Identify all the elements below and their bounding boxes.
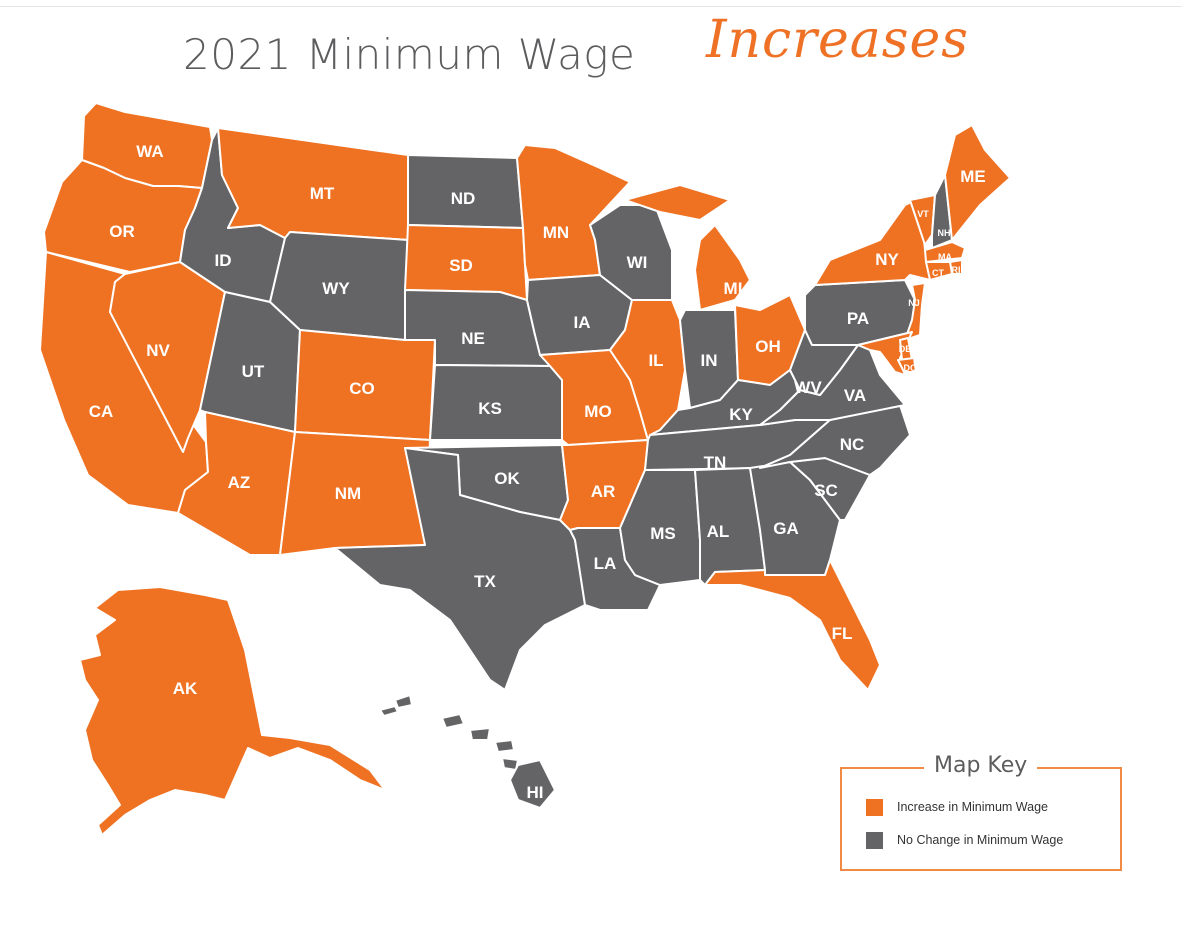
top-divider xyxy=(0,6,1182,7)
state-label-dc: DC xyxy=(904,363,917,373)
state-label-oh: OH xyxy=(755,337,781,356)
state-label-ut: UT xyxy=(242,362,265,381)
state-label-wi: WI xyxy=(627,253,648,272)
state-label-ak: AK xyxy=(173,679,198,698)
state-label-ga: GA xyxy=(773,519,799,538)
state-HI xyxy=(379,694,556,809)
state-label-ct: CT xyxy=(932,268,944,278)
state-CT xyxy=(925,261,953,281)
state-label-wy: WY xyxy=(322,279,350,298)
map-title: 2021 Minimum Wage Increases xyxy=(0,8,1182,88)
state-label-sd: SD xyxy=(449,256,473,275)
state-label-mi: MI xyxy=(724,279,743,298)
state-label-va: VA xyxy=(844,386,866,405)
legend-item-no-change: No Change in Minimum Wage xyxy=(866,830,1063,850)
state-NJ xyxy=(904,282,926,341)
state-label-or: OR xyxy=(109,222,135,241)
state-label-wv: WV xyxy=(794,378,822,397)
state-label-nd: ND xyxy=(451,189,476,208)
state-label-wa: WA xyxy=(136,142,163,161)
legend-label-increase: Increase in Minimum Wage xyxy=(897,800,1048,814)
state-label-ar: AR xyxy=(591,482,616,501)
map-key: Map Key Increase in Minimum Wage No Chan… xyxy=(840,753,1122,871)
state-label-ne: NE xyxy=(461,329,485,348)
state-label-id: ID xyxy=(215,251,232,270)
state-DC xyxy=(897,357,917,373)
state-MA xyxy=(924,241,966,263)
state-label-ny: NY xyxy=(875,250,899,269)
state-TX xyxy=(334,447,586,691)
state-label-nm: NM xyxy=(335,484,361,503)
map-key-title: Map Key xyxy=(924,753,1038,778)
state-label-nj: NJ xyxy=(908,298,920,308)
state-label-in: IN xyxy=(701,351,718,370)
legend-item-increase: Increase in Minimum Wage xyxy=(866,797,1048,817)
state-label-mt: MT xyxy=(310,184,335,203)
state-label-il: IL xyxy=(648,351,663,370)
state-label-ks: KS xyxy=(478,399,502,418)
title-accent: Increases xyxy=(706,10,969,70)
state-label-fl: FL xyxy=(832,624,853,643)
state-MD xyxy=(857,331,913,376)
state-label-al: AL xyxy=(707,522,730,541)
state-label-ri: RI xyxy=(952,265,961,275)
state-label-ky: KY xyxy=(729,405,753,424)
state-FL xyxy=(704,559,881,691)
state-label-la: LA xyxy=(594,554,617,573)
state-label-vt: VT xyxy=(917,209,929,219)
state-label-tx: TX xyxy=(474,572,496,591)
legend-swatch-increase xyxy=(866,798,883,816)
state-label-ca: CA xyxy=(89,402,114,421)
state-label-az: AZ xyxy=(228,473,251,492)
state-label-sc: SC xyxy=(814,481,838,500)
state-MS xyxy=(619,469,701,586)
state-label-nh: NH xyxy=(938,228,951,238)
state-label-nc: NC xyxy=(840,435,865,454)
state-label-co: CO xyxy=(349,379,375,398)
state-label-me: ME xyxy=(960,167,986,186)
legend-swatch-no-change xyxy=(866,831,883,849)
state-ME xyxy=(944,124,1011,241)
state-label-hi: HI xyxy=(527,783,544,802)
state-label-ma: MA xyxy=(938,252,952,262)
state-label-tn: TN xyxy=(704,453,727,472)
state-label-de: DE xyxy=(899,344,912,354)
state-label-mn: MN xyxy=(543,223,569,242)
state-label-nv: NV xyxy=(146,341,170,360)
state-label-mo: MO xyxy=(584,402,611,421)
state-labels: WA OR CA NV ID MT WY UT AZ CO NM ND SD NE KS OK TX MN IA MO… xyxy=(89,142,986,802)
state-NC xyxy=(759,404,911,476)
legend-label-no-change: No Change in Minimum Wage xyxy=(897,833,1064,847)
state-label-ia: IA xyxy=(574,313,591,332)
state-AK xyxy=(79,586,386,836)
title-main: 2021 Minimum Wage xyxy=(183,30,636,79)
state-label-pa: PA xyxy=(847,309,869,328)
state-MI xyxy=(624,184,751,311)
state-label-ok: OK xyxy=(494,469,520,488)
state-label-ms: MS xyxy=(650,524,676,543)
